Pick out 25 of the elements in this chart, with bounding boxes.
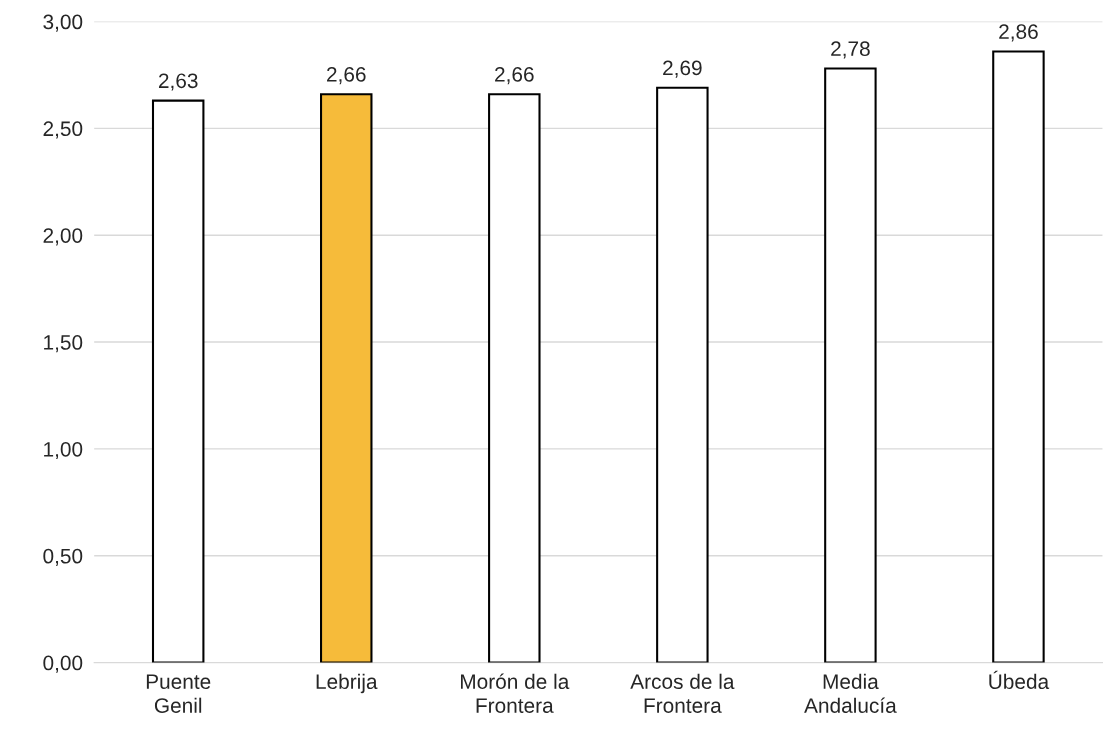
y-tick-label: 3,00 bbox=[43, 14, 83, 32]
x-tick-label: Arcos de la Frontera bbox=[630, 673, 735, 713]
bar bbox=[992, 50, 1045, 663]
data-label: 2,78 bbox=[831, 41, 870, 59]
y-tick-label: 0,00 bbox=[43, 655, 83, 673]
data-label: 2,66 bbox=[327, 66, 366, 85]
y-tick-label: 2,00 bbox=[43, 228, 83, 246]
bar bbox=[320, 93, 373, 663]
bar bbox=[824, 67, 877, 663]
x-tick-label: Puente Genil bbox=[146, 674, 211, 713]
data-label: 2,69 bbox=[663, 60, 702, 78]
y-tick-label: 1,50 bbox=[44, 335, 83, 353]
x-tick-label: Morón de la Frontera bbox=[461, 673, 570, 713]
data-label: 2,66 bbox=[495, 66, 534, 85]
bar bbox=[151, 99, 205, 663]
x-tick-label: Media Andalucía bbox=[804, 673, 897, 713]
y-tick-label: 1,00 bbox=[44, 441, 83, 460]
x-tick-label: Lebrija bbox=[316, 673, 378, 694]
data-label: 2,86 bbox=[999, 24, 1038, 42]
x-tick-label: Úbeda bbox=[989, 670, 1050, 690]
bar bbox=[656, 86, 709, 663]
y-tick-label: 0,50 bbox=[43, 548, 83, 566]
y-tick-label: 2,50 bbox=[43, 121, 83, 139]
data-label: 2,63 bbox=[158, 73, 198, 91]
bar bbox=[488, 93, 541, 663]
